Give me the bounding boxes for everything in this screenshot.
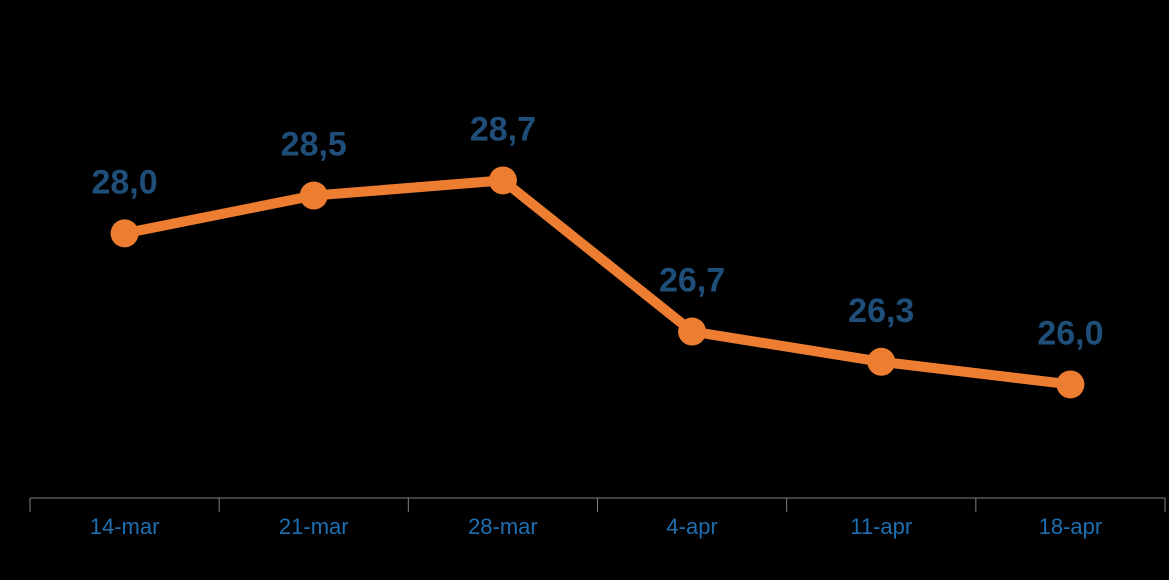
- data-label: 26,7: [659, 262, 725, 300]
- data-marker: [678, 318, 706, 346]
- x-axis-label: 28-mar: [468, 514, 538, 539]
- chart-svg: 14-mar 21-mar 28-mar 4-apr 11-apr 18-apr 28,0 2…: [0, 0, 1169, 580]
- series-line: [125, 180, 1071, 384]
- x-axis-label: 4-apr: [666, 514, 717, 539]
- x-axis-label: 21-mar: [279, 514, 349, 539]
- data-marker: [300, 182, 328, 210]
- x-axis-label: 14-mar: [90, 514, 160, 539]
- data-label: 26,0: [1037, 314, 1103, 352]
- data-label: 28,7: [470, 110, 536, 148]
- data-marker: [111, 219, 139, 247]
- data-marker: [1056, 370, 1084, 398]
- data-marker: [867, 348, 895, 376]
- x-axis-label: 18-apr: [1039, 514, 1103, 539]
- line-chart: 14-mar 21-mar 28-mar 4-apr 11-apr 18-apr 28,0 2…: [0, 0, 1169, 580]
- data-label: 28,0: [91, 163, 157, 201]
- data-label: 28,5: [281, 126, 347, 164]
- data-marker: [489, 166, 517, 194]
- x-axis: [30, 498, 1165, 512]
- x-axis-label: 11-apr: [850, 514, 912, 539]
- data-label: 26,3: [848, 292, 914, 330]
